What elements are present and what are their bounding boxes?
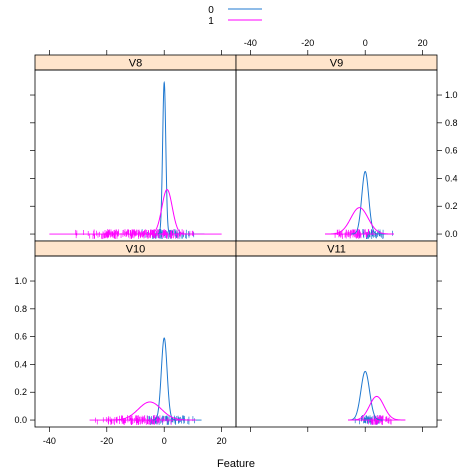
x-tick-label-bottom: 20 (217, 436, 227, 446)
y-tick-label-left: 0.2 (14, 387, 27, 397)
panel-frame-V9 (235, 69, 438, 242)
density-V11-class1 (347, 395, 406, 421)
panel-frame-V10 (34, 255, 237, 428)
strip-label-V10: V10 (126, 244, 146, 256)
y-tick-label-right: 0.2 (445, 201, 458, 211)
density-V11-class0 (347, 370, 383, 421)
legend-label-1: 1 (208, 16, 214, 27)
x-tick-label-top: -20 (301, 38, 314, 48)
rug-V8-class1 (49, 229, 222, 240)
x-axis-label: Feature (217, 458, 255, 470)
x-tick-label-bottom: 0 (162, 436, 167, 446)
density-V8-class1 (146, 189, 188, 235)
x-tick-label-bottom: -20 (100, 436, 113, 446)
y-tick-label-right: 0.6 (445, 146, 458, 156)
legend-label-0: 0 (208, 5, 214, 16)
y-tick-label-left: 0.4 (14, 359, 27, 369)
strip-label-V11: V11 (327, 244, 346, 256)
x-tick-label-top: 20 (418, 38, 428, 48)
density-V8-class0 (157, 80, 171, 235)
y-tick-label-right: 1.0 (445, 90, 458, 100)
y-tick-label-right: 0.8 (445, 118, 458, 128)
density-V9-class1 (325, 207, 394, 235)
density-V10-class1 (103, 401, 196, 421)
density-V10-class0 (152, 337, 176, 421)
y-tick-label-right: 0.4 (445, 173, 458, 183)
x-tick-label-top: 0 (363, 38, 368, 48)
y-tick-label-left: 0.8 (14, 304, 27, 314)
strip-label-V8: V8 (129, 58, 142, 70)
panel-frame-V11 (235, 255, 438, 428)
y-tick-label-right: 0.0 (445, 229, 458, 239)
y-tick-label-left: 1.0 (14, 276, 27, 286)
density-V9-class0 (351, 170, 380, 235)
y-tick-label-left: 0.6 (14, 332, 27, 342)
x-tick-label-bottom: -40 (43, 436, 56, 446)
panel-frame-V8 (34, 69, 237, 242)
y-tick-label-left: 0.0 (14, 415, 27, 425)
x-tick-label-top: -40 (244, 38, 257, 48)
strip-label-V9: V9 (330, 58, 343, 70)
